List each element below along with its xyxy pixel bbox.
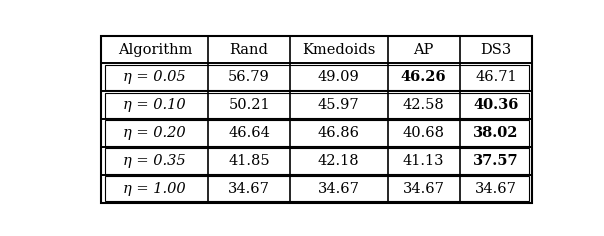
Text: 49.09: 49.09 (318, 70, 359, 84)
Text: Rand: Rand (230, 42, 269, 56)
Text: 41.13: 41.13 (403, 154, 445, 168)
Text: 37.57: 37.57 (473, 154, 519, 168)
Text: Algorithm: Algorithm (118, 42, 192, 56)
Text: 38.02: 38.02 (473, 126, 519, 140)
Text: η = 0.20: η = 0.20 (123, 126, 186, 140)
Text: 56.79: 56.79 (228, 70, 270, 84)
Text: 42.18: 42.18 (318, 154, 359, 168)
Text: 34.67: 34.67 (228, 182, 270, 196)
Text: η = 0.05: η = 0.05 (123, 70, 186, 84)
Text: 46.71: 46.71 (475, 70, 516, 84)
Text: 34.67: 34.67 (475, 182, 517, 196)
Text: η = 0.35: η = 0.35 (123, 154, 186, 168)
Text: 40.36: 40.36 (473, 98, 518, 112)
Text: 41.85: 41.85 (228, 154, 270, 168)
Text: 50.21: 50.21 (228, 98, 270, 112)
Text: η = 1.00: η = 1.00 (123, 182, 186, 196)
Text: AP: AP (414, 42, 434, 56)
Text: 34.67: 34.67 (403, 182, 445, 196)
Text: 46.86: 46.86 (318, 126, 360, 140)
Text: Kmedoids: Kmedoids (302, 42, 375, 56)
Text: DS3: DS3 (480, 42, 512, 56)
Text: 46.26: 46.26 (401, 70, 446, 84)
Text: 34.67: 34.67 (318, 182, 359, 196)
Text: 42.58: 42.58 (403, 98, 445, 112)
Text: 45.97: 45.97 (318, 98, 359, 112)
Text: 46.64: 46.64 (228, 126, 270, 140)
Text: η = 0.10: η = 0.10 (123, 98, 186, 112)
Text: 40.68: 40.68 (403, 126, 445, 140)
